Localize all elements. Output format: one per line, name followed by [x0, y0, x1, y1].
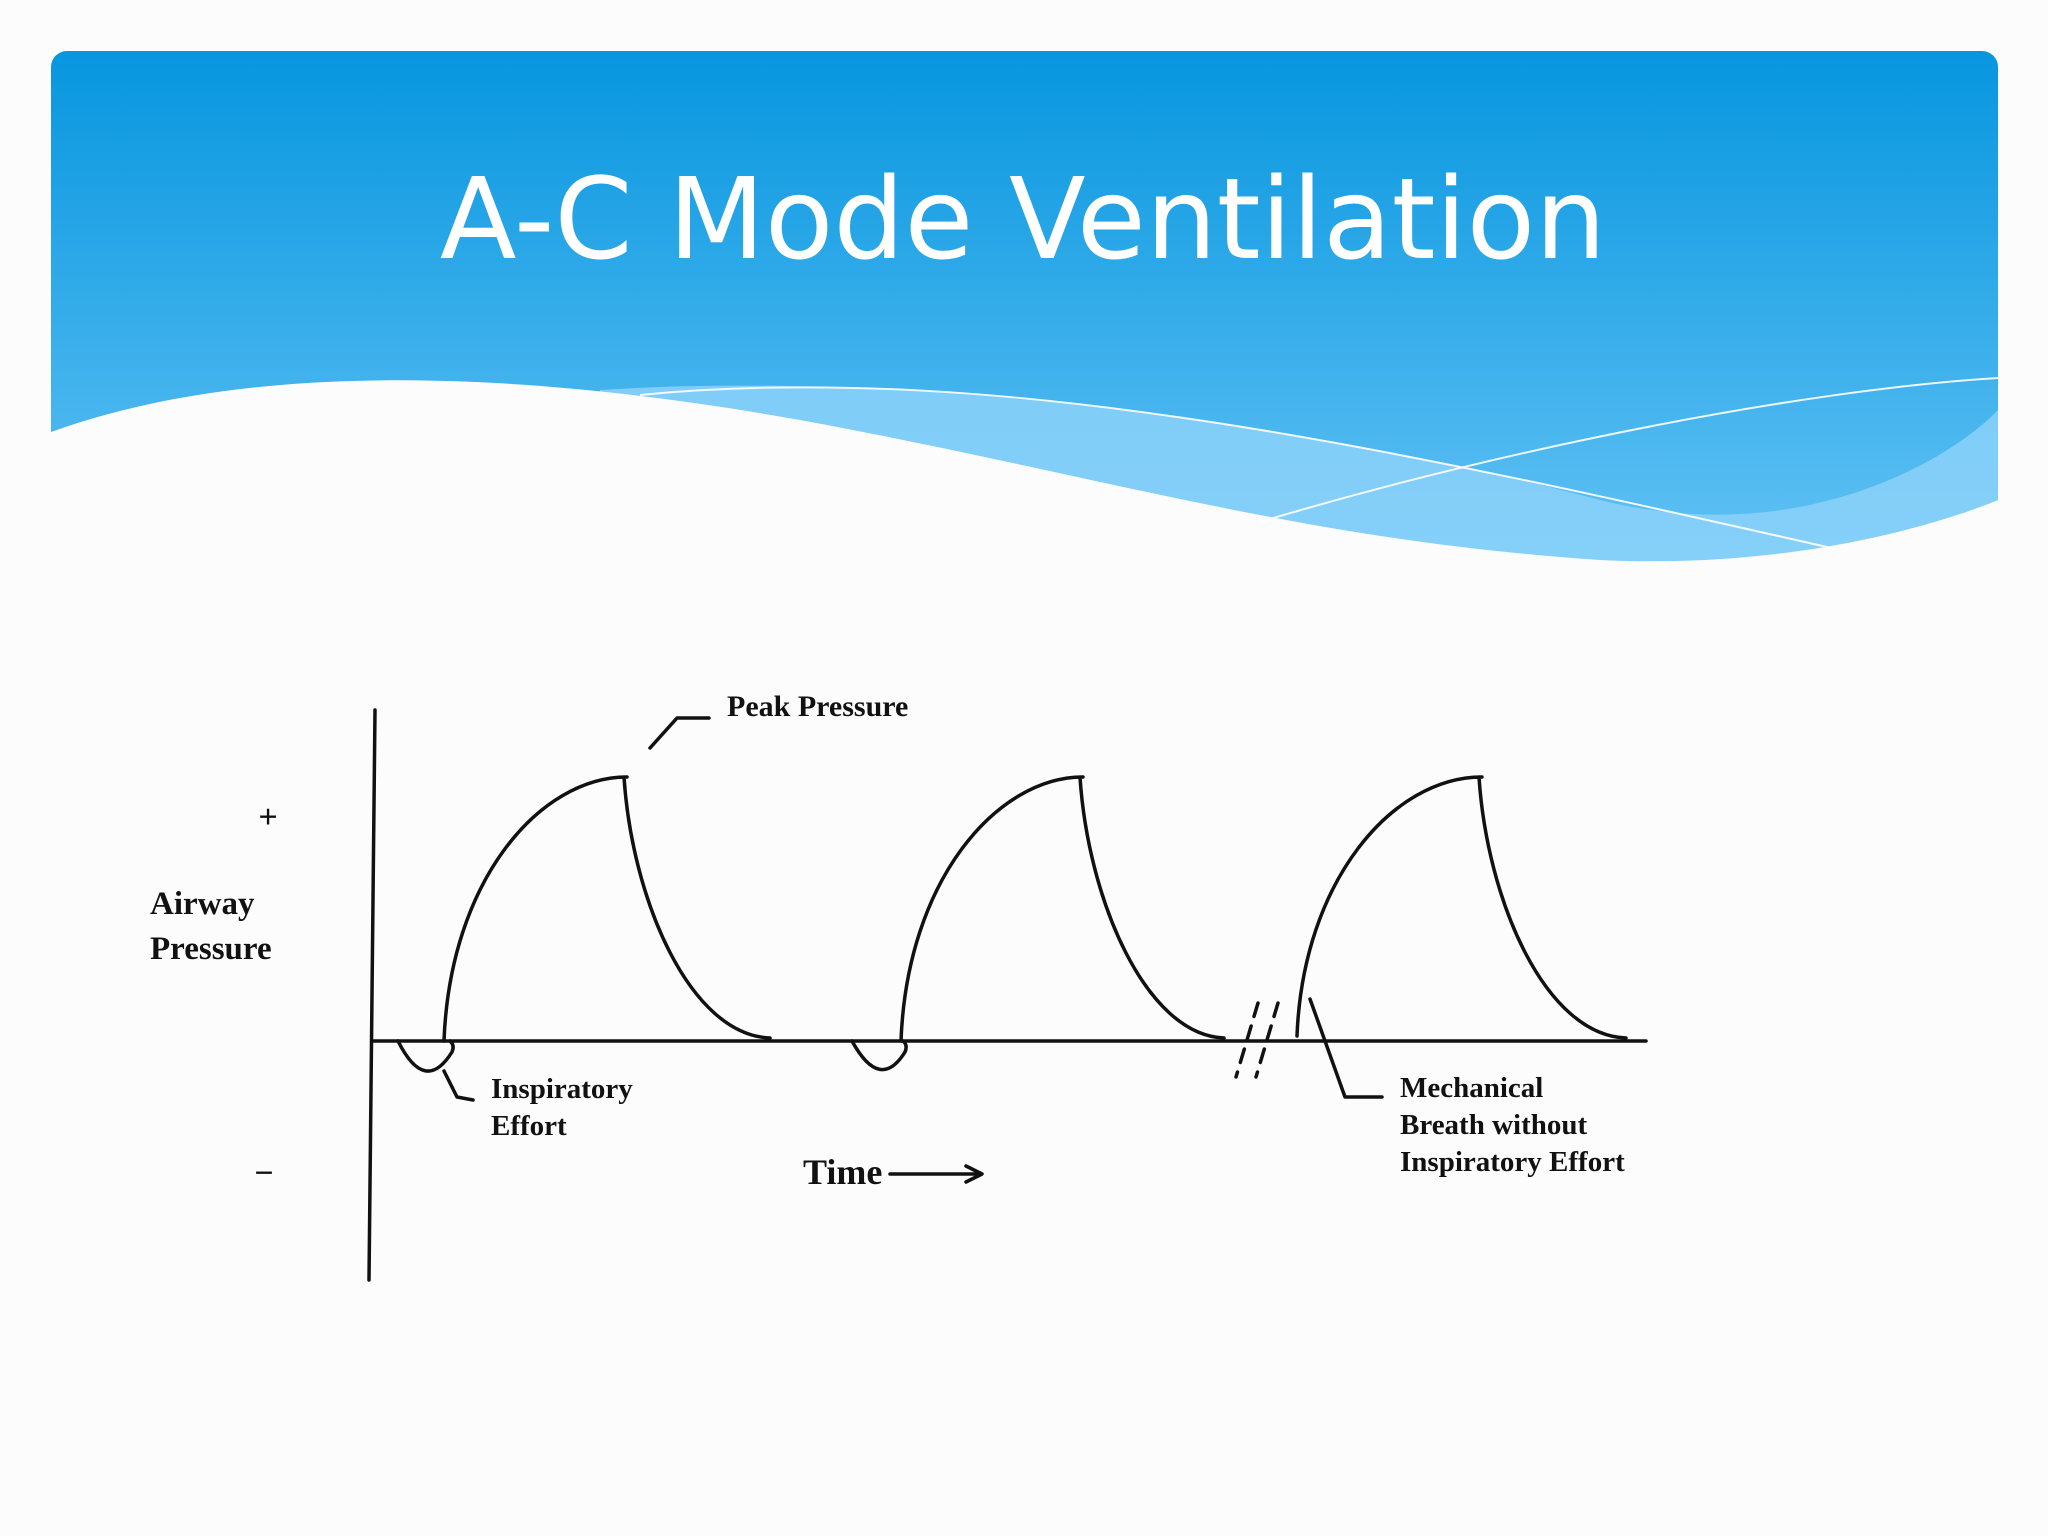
- diagram: Peak Pressure + − Airway Pressure Inspir…: [150, 690, 1648, 1282]
- waveform: [396, 775, 1628, 1079]
- breath-cycle: [899, 775, 1226, 1043]
- effort-label: Inspiratory: [491, 1073, 633, 1105]
- y-axis: [367, 708, 377, 1282]
- slide-title: A-C Mode Ventilation: [440, 155, 1606, 285]
- break-mark: [1254, 1001, 1280, 1079]
- mechanical-label: Breath without: [1400, 1109, 1588, 1141]
- peak-label: Peak Pressure: [727, 690, 908, 723]
- wave-white: [51, 380, 1998, 620]
- effort-dip: [396, 1039, 455, 1073]
- wave-line: [1259, 377, 1999, 523]
- leader-line: [648, 716, 711, 750]
- leader-line: [1308, 997, 1384, 1099]
- wave-line: [639, 386, 1841, 551]
- breath-cycle: [442, 775, 772, 1043]
- header: A-C Mode Ventilation: [51, 51, 1999, 620]
- time-arrow-head: [964, 1164, 984, 1184]
- mechanical-label: Mechanical: [1400, 1072, 1543, 1104]
- leader-line: [442, 1069, 475, 1102]
- y-axis-label: Pressure: [150, 931, 272, 967]
- y-axis-label: Airway: [150, 886, 255, 922]
- plus-label: +: [258, 799, 277, 836]
- breath-cycle: [1295, 775, 1628, 1040]
- break-mark: [1234, 1001, 1260, 1079]
- minus-label: −: [254, 1155, 273, 1192]
- effort-dip: [850, 1039, 908, 1072]
- mechanical-label: Inspiratory Effort: [1400, 1146, 1625, 1178]
- x-axis-label: Time: [803, 1152, 882, 1192]
- effort-label: Effort: [491, 1110, 567, 1142]
